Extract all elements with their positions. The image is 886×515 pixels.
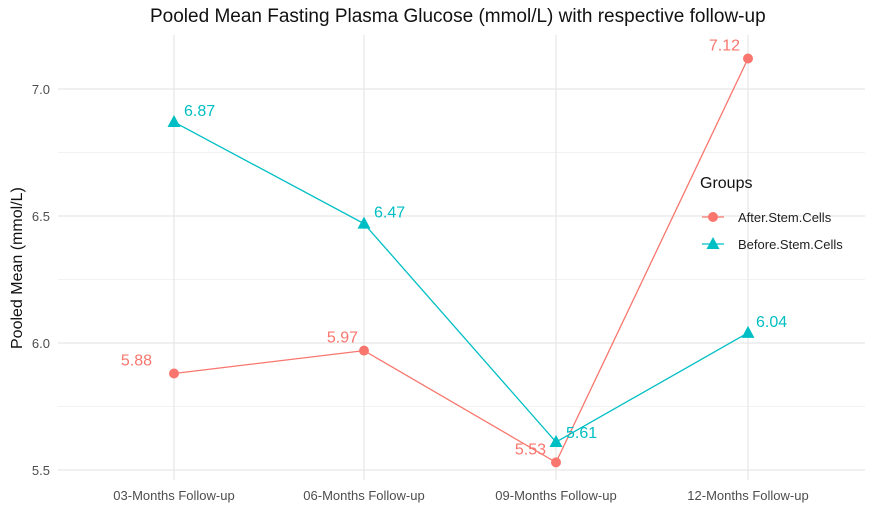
x-tick-label: 09-Months Follow-up <box>495 488 616 503</box>
data-point-before <box>741 325 755 338</box>
data-label: 5.88 <box>121 352 152 369</box>
y-tick-label: 6.0 <box>32 336 50 351</box>
legend-title: Groups <box>700 175 753 192</box>
y-tick-label: 6.5 <box>32 209 50 224</box>
y-tick-label: 5.5 <box>32 463 50 478</box>
data-label: 7.12 <box>709 38 740 55</box>
data-label: 5.97 <box>327 330 358 347</box>
legend-key-circle-icon <box>708 212 718 222</box>
data-point-before <box>167 115 181 128</box>
data-point-before <box>357 216 371 229</box>
data-point-after <box>743 53 753 64</box>
data-label: 5.53 <box>515 441 546 458</box>
x-tick-label: 03-Months Follow-up <box>113 488 234 503</box>
data-label: 6.04 <box>756 314 787 331</box>
data-point-after <box>169 368 179 379</box>
series-line-1 <box>173 121 749 443</box>
legend-label-after: After.Stem.Cells <box>738 210 832 225</box>
chart-title: Pooled Mean Fasting Plasma Glucose (mmol… <box>150 6 766 27</box>
data-point-after <box>359 345 369 356</box>
y-tick-label: 7.0 <box>32 82 50 97</box>
data-point-after <box>551 457 561 468</box>
data-label: 6.87 <box>184 103 215 120</box>
series-line-0 <box>173 58 749 464</box>
data-point-before <box>549 435 563 448</box>
data-label: 6.47 <box>374 205 405 222</box>
legend-label-before: Before.Stem.Cells <box>738 237 843 252</box>
legend-key-triangle-icon <box>706 237 720 249</box>
x-tick-label: 12-Months Follow-up <box>687 488 808 503</box>
y-axis-label: Pooled Mean (mmol/L) <box>9 187 26 349</box>
x-tick-label: 06-Months Follow-up <box>303 488 424 503</box>
data-label: 5.61 <box>566 425 597 442</box>
